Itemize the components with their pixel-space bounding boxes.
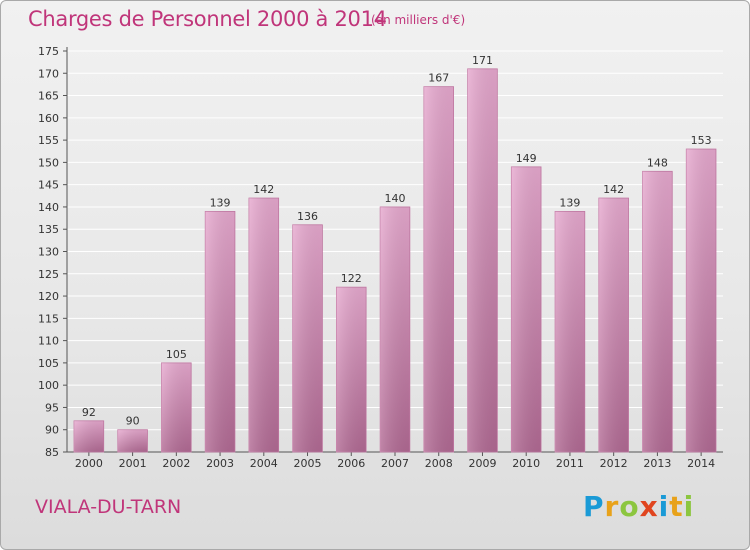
x-tick-label: 2005	[294, 457, 322, 470]
x-tick-label: 2014	[687, 457, 715, 470]
bar-shine	[117, 429, 148, 452]
place-name: VIALA-DU-TARN	[35, 496, 182, 518]
data-label: 142	[603, 183, 624, 196]
data-label: 122	[341, 272, 362, 285]
x-tick-label: 2001	[119, 457, 147, 470]
data-label: 142	[253, 183, 274, 196]
y-tick-label: 115	[38, 312, 59, 325]
x-tick-label: 2002	[162, 457, 190, 470]
y-tick-label: 90	[45, 424, 59, 437]
y-tick-label: 100	[38, 379, 59, 392]
bar-shine	[73, 420, 104, 452]
x-tick-label: 2003	[206, 457, 234, 470]
data-labels: 92 90 105 139 142 136 122 140 167 171 149 139 142 148…	[82, 54, 712, 428]
bar-shine	[423, 86, 454, 453]
bar-shine	[467, 68, 498, 453]
bar-shine	[686, 149, 717, 452]
data-label: 171	[472, 54, 493, 67]
y-tick-label: 110	[38, 335, 59, 348]
logo-letter: o	[619, 490, 640, 523]
x-tick-label: 2000	[75, 457, 103, 470]
y-tick-label: 170	[38, 67, 59, 80]
chart-title: Charges de Personnel 2000 à 2014	[28, 7, 387, 31]
logo-letter: t	[669, 490, 684, 523]
bar-shine	[555, 211, 585, 452]
logo-letter: r	[604, 490, 620, 523]
x-tick-label: 2009	[468, 457, 496, 470]
chart-subtitle: (en milliers d'€)	[371, 13, 466, 27]
x-tick-label: 2008	[425, 457, 453, 470]
data-label: 139	[559, 196, 580, 209]
data-label: 139	[210, 196, 231, 209]
bars	[73, 68, 717, 453]
bar-shine	[161, 362, 192, 452]
y-tick-label: 125	[38, 268, 59, 281]
proxiti-logo: Proxiti	[583, 490, 694, 523]
logo-letter: P	[583, 490, 605, 523]
axes: 85 90 95 100 105 110 115 120 125 130 135 140 145 150 1…	[38, 45, 723, 470]
bar-shine	[380, 206, 410, 452]
y-tick-label: 120	[38, 290, 59, 303]
data-label: 148	[647, 156, 668, 169]
data-label: 92	[82, 406, 96, 419]
bar-shine	[598, 198, 629, 452]
bar-shine	[248, 198, 279, 452]
y-tick-label: 160	[38, 112, 59, 125]
logo-letter: i	[658, 490, 670, 523]
x-tick-label: 2007	[381, 457, 409, 470]
bar-shine	[511, 166, 542, 452]
x-tick-label: 2006	[337, 457, 365, 470]
y-tick-label: 130	[38, 246, 59, 259]
data-label: 153	[691, 134, 712, 147]
grid-lines	[67, 50, 723, 453]
logo-letter: i	[683, 490, 695, 523]
data-label: 149	[516, 152, 537, 165]
bar-shine	[292, 224, 323, 452]
y-tick-label: 165	[38, 90, 59, 103]
y-tick-label: 105	[38, 357, 59, 370]
data-label: 167	[428, 72, 449, 85]
logo-letter: x	[639, 490, 659, 523]
data-label: 90	[126, 415, 140, 428]
y-tick-label: 135	[38, 223, 59, 236]
y-tick-label: 155	[38, 134, 59, 147]
data-label: 140	[385, 192, 406, 205]
x-tick-label: 2004	[250, 457, 278, 470]
x-tick-label: 2013	[643, 457, 671, 470]
data-label: 136	[297, 210, 318, 223]
x-tick-label: 2012	[600, 457, 628, 470]
bar-shine	[642, 171, 673, 453]
x-tick-label: 2011	[556, 457, 584, 470]
y-tick-label: 145	[38, 179, 59, 192]
x-tick-label: 2010	[512, 457, 540, 470]
y-tick-label: 85	[45, 446, 59, 459]
data-label: 105	[166, 348, 187, 361]
bar-shine	[205, 211, 235, 452]
y-tick-label: 140	[38, 201, 59, 214]
y-tick-label: 150	[38, 156, 59, 169]
y-tick-label: 95	[45, 401, 59, 414]
y-tick-label: 175	[38, 45, 59, 58]
bar-shine	[336, 287, 367, 452]
